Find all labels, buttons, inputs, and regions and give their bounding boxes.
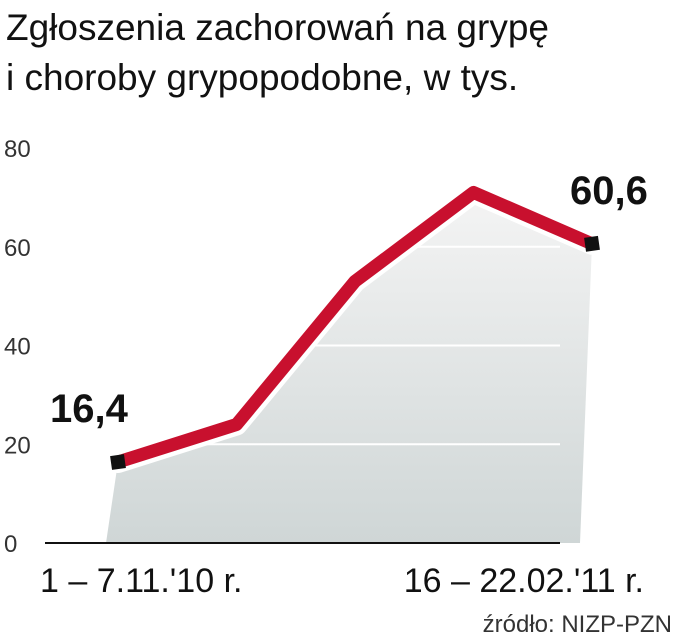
y-tick-label: 40 <box>4 334 31 361</box>
source: źródło: NIZP-PZN <box>483 611 672 638</box>
point-marker <box>584 235 600 252</box>
y-tick-label: 20 <box>4 432 31 459</box>
area-shading <box>106 192 592 543</box>
value-label: 60,6 <box>570 169 648 213</box>
y-tick-label: 0 <box>4 531 17 558</box>
chart-title: Zgłoszenia zachorowań na grypę <box>6 7 549 48</box>
x-tick-label: 16 – 22.02.'11 r. <box>404 562 644 600</box>
x-tick-label: 1 – 7.11.'10 r. <box>40 562 242 600</box>
chart-title: i choroby grypopodobne, w tys. <box>6 57 518 98</box>
value-label: 16,4 <box>50 387 129 431</box>
y-tick-label: 80 <box>4 136 31 163</box>
line <box>111 185 599 469</box>
point-marker <box>110 454 126 470</box>
y-tick-label: 60 <box>4 235 31 262</box>
